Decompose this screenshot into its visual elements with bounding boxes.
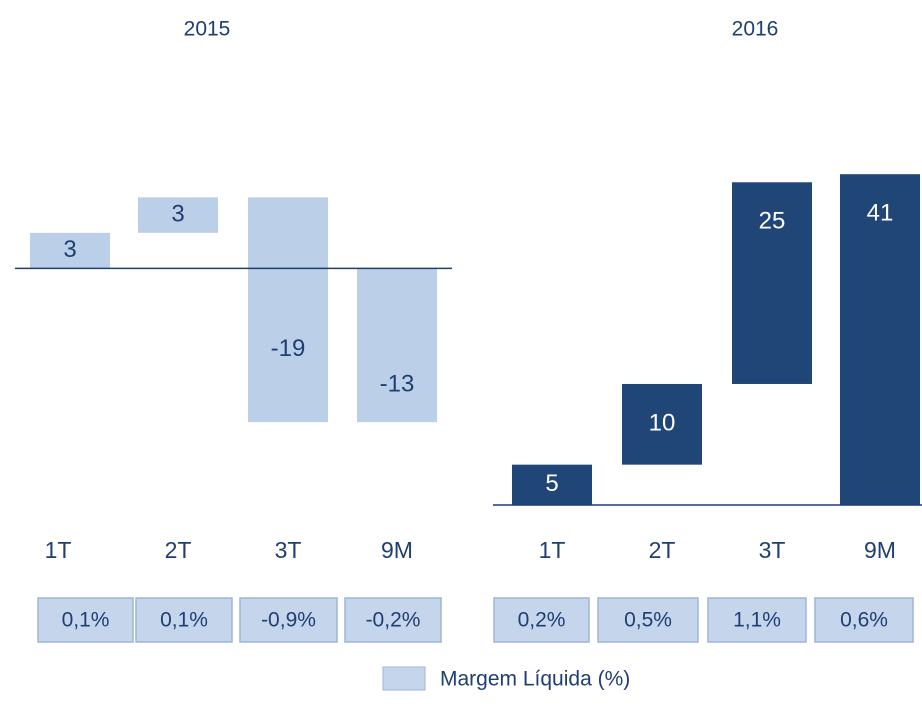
margin-label: 0,1% bbox=[160, 609, 208, 632]
data-label: 10 bbox=[649, 410, 676, 437]
bar bbox=[622, 383, 702, 465]
data-label: 3 bbox=[63, 236, 76, 263]
margin-label: 0,2% bbox=[518, 609, 566, 632]
margin-box bbox=[239, 597, 338, 643]
data-label: -13 bbox=[380, 371, 415, 398]
data-label: 25 bbox=[759, 208, 786, 235]
x-tick-label: 9M bbox=[381, 537, 413, 563]
x-tick-label: 9M bbox=[864, 537, 896, 563]
data-label: -19 bbox=[271, 335, 306, 362]
margin-box bbox=[707, 597, 807, 643]
legend-swatch bbox=[382, 666, 426, 691]
margin-label: 1,1% bbox=[733, 609, 781, 632]
margin-label: 0,6% bbox=[840, 609, 888, 632]
data-label: 3 bbox=[171, 200, 184, 227]
bar bbox=[732, 182, 812, 384]
margin-label: 0,5% bbox=[624, 609, 672, 632]
data-label: 41 bbox=[867, 200, 894, 227]
margin-box bbox=[344, 597, 442, 643]
data-label: 5 bbox=[545, 470, 558, 497]
margin-box bbox=[493, 597, 590, 643]
bar bbox=[840, 174, 920, 506]
chart-title: 2015 bbox=[184, 18, 231, 41]
margin-label: 0,1% bbox=[62, 609, 110, 632]
margin-box bbox=[37, 597, 134, 643]
x-tick-label: 2T bbox=[165, 537, 192, 563]
legend-label: Margem Líquida (%) bbox=[440, 668, 630, 691]
margin-box bbox=[597, 597, 699, 643]
margin-label: -0,9% bbox=[261, 609, 316, 632]
x-tick-label: 1T bbox=[45, 537, 72, 563]
margin-box bbox=[135, 597, 233, 643]
x-tick-label: 1T bbox=[539, 537, 566, 563]
margin-label: -0,2% bbox=[366, 609, 421, 632]
x-tick-label: 3T bbox=[275, 537, 302, 563]
bar bbox=[138, 197, 218, 233]
x-tick-label: 2T bbox=[649, 537, 676, 563]
bar bbox=[30, 232, 110, 269]
margin-box bbox=[814, 597, 914, 643]
bar bbox=[357, 268, 437, 423]
chart-title: 2016 bbox=[732, 18, 779, 41]
bar bbox=[512, 464, 592, 505]
bar bbox=[248, 197, 328, 423]
x-tick-label: 3T bbox=[759, 537, 786, 563]
